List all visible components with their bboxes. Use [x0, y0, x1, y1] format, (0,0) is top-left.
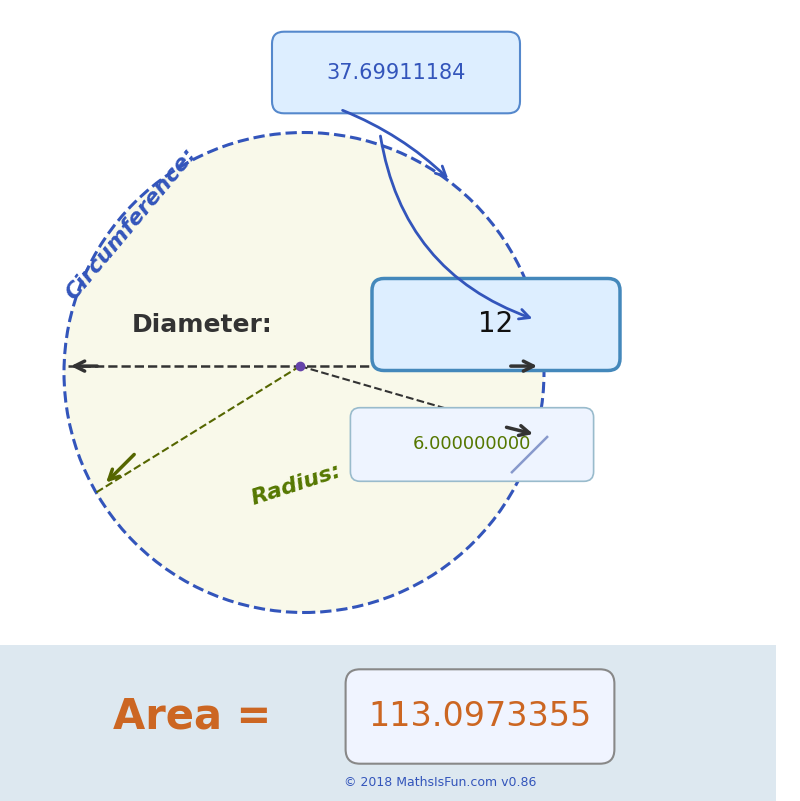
Text: Circumference:: Circumference: [62, 144, 200, 304]
Text: 6.000000000: 6.000000000 [413, 436, 531, 453]
Text: Radius:: Radius: [248, 461, 344, 509]
FancyBboxPatch shape [350, 408, 594, 481]
FancyBboxPatch shape [0, 645, 776, 800]
FancyBboxPatch shape [372, 279, 620, 371]
Text: 12: 12 [478, 311, 514, 339]
Text: 37.69911184: 37.69911184 [326, 62, 466, 83]
Text: © 2018 MathsIsFun.com v0.86: © 2018 MathsIsFun.com v0.86 [344, 776, 536, 790]
Text: Diameter:: Diameter: [131, 312, 272, 336]
Circle shape [64, 132, 544, 613]
FancyBboxPatch shape [346, 670, 614, 763]
FancyBboxPatch shape [272, 32, 520, 113]
Text: 113.0973355: 113.0973355 [368, 700, 592, 733]
Text: Area =: Area = [113, 695, 271, 738]
